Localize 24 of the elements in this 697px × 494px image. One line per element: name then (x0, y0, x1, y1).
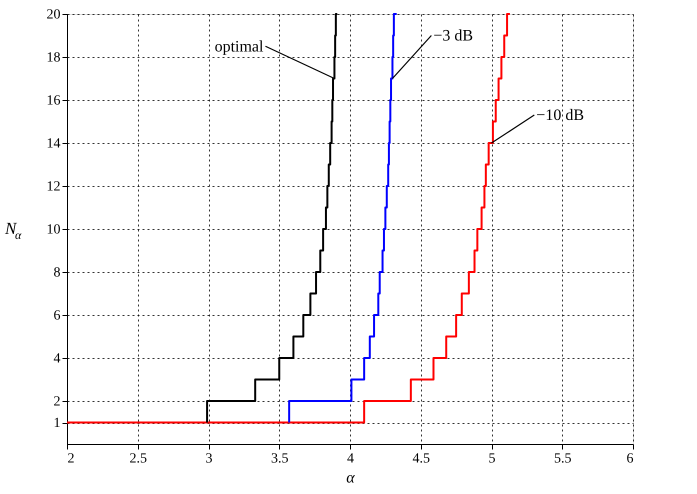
y-tick-label: 4 (54, 352, 60, 366)
x-tick-label: 4 (347, 452, 354, 466)
y-tick-label: 2 (54, 394, 60, 410)
y-tick-label: 16 (46, 94, 60, 108)
annotation: −3 dB (433, 28, 474, 44)
y-tick-label: 10 (46, 222, 60, 238)
x-tick-label: 3 (206, 452, 212, 466)
y-tick-label: 14 (46, 136, 60, 152)
y-tick-label: 8 (54, 266, 60, 280)
x-tick-label: 6 (626, 452, 634, 466)
annotation: −10 dB (536, 107, 584, 124)
annotation: optimal (214, 38, 264, 56)
y-tick-label: 1 (54, 416, 60, 431)
x-tick-label: 5.5 (554, 452, 572, 466)
y-tick-label: 20 (46, 8, 60, 22)
x-tick-label: 4.5 (412, 452, 430, 466)
y-tick-label: 12 (46, 180, 60, 194)
x-tick-label: 3.5 (271, 452, 288, 466)
x-tick-label: 2 (68, 452, 74, 466)
y-tick-label: 6 (54, 308, 60, 324)
y-tick-label: 18 (46, 50, 60, 66)
x-tick-label: 2.5 (130, 452, 147, 466)
x-tick-label: 5 (488, 452, 496, 466)
x-axis-title: α (346, 470, 356, 486)
